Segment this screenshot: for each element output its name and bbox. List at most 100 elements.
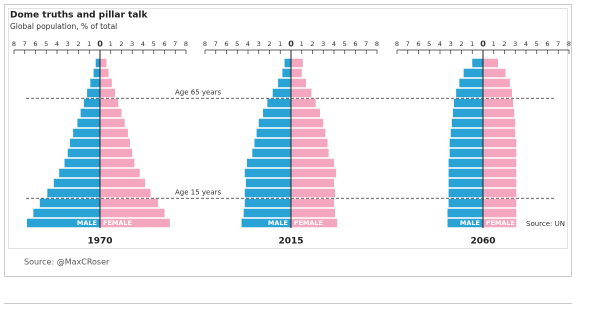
x-tick-label: 6 — [162, 40, 166, 48]
footer-source: Source: @MaxCRoser — [24, 258, 110, 267]
x-tick-label: 1 — [278, 40, 282, 48]
bar — [53, 178, 100, 188]
x-tick-label: 2 — [76, 40, 80, 48]
x-tick-label: 2 — [119, 40, 123, 48]
x-tick-label: 7 — [364, 40, 368, 48]
bar — [483, 98, 514, 108]
bar — [241, 218, 291, 228]
bar — [39, 198, 100, 208]
bar — [483, 58, 499, 68]
bar — [483, 198, 517, 208]
bar — [244, 198, 291, 208]
x-tick-label: 1 — [109, 40, 113, 48]
x-tick-label: 1 — [300, 40, 304, 48]
year-label: 2015 — [278, 237, 303, 247]
bar — [291, 168, 337, 178]
bar — [80, 108, 100, 118]
bar — [291, 88, 312, 98]
bar — [64, 158, 100, 168]
x-tick-label: 2 — [310, 40, 314, 48]
bar — [449, 138, 483, 148]
annotation: Age 65 years — [175, 88, 222, 96]
bar — [272, 88, 291, 98]
bar — [291, 178, 334, 188]
chart-title: Dome truths and pillar talk — [10, 11, 148, 21]
x-tick-label: 5 — [427, 40, 431, 48]
legend-entry: FEMALE — [294, 219, 323, 227]
bar — [291, 108, 321, 118]
bar — [246, 158, 291, 168]
bar — [100, 68, 109, 78]
bar — [100, 128, 128, 138]
annotation: Age 15 years — [175, 188, 222, 196]
x-tick-label: 3 — [513, 40, 517, 48]
x-tick-label: 3 — [321, 40, 325, 48]
x-tick-label: 6 — [224, 40, 228, 48]
x-tick-label: 3 — [130, 40, 134, 48]
x-tick-label: 0 — [480, 40, 486, 49]
x-tick-label: 7 — [406, 40, 410, 48]
bar — [100, 178, 146, 188]
x-tick-label: 8 — [567, 40, 571, 48]
bar — [448, 168, 483, 178]
bar — [93, 68, 100, 78]
bar — [291, 198, 334, 208]
bar — [459, 78, 483, 88]
x-tick-label: 6 — [353, 40, 357, 48]
x-tick-label: 5 — [152, 40, 156, 48]
year-label: 1970 — [87, 237, 112, 247]
bar — [256, 128, 291, 138]
bar — [448, 178, 483, 188]
x-tick-label: 8 — [184, 40, 188, 48]
bar — [291, 78, 307, 88]
bar — [244, 188, 291, 198]
bar — [100, 108, 122, 118]
x-tick-label: 8 — [12, 40, 16, 48]
x-tick-label: 7 — [556, 40, 560, 48]
x-tick-label: 2 — [267, 40, 271, 48]
legend-entry: MALE — [268, 219, 288, 227]
bar — [59, 168, 100, 178]
bar — [448, 158, 483, 168]
year-label: 2060 — [470, 237, 495, 247]
bar — [100, 158, 135, 168]
bar — [483, 78, 510, 88]
bar — [100, 98, 119, 108]
bar — [291, 208, 336, 218]
bar — [100, 168, 140, 178]
bar — [483, 208, 517, 218]
bar — [100, 88, 116, 98]
bar — [447, 218, 483, 228]
bar — [291, 148, 329, 158]
bar — [483, 178, 517, 188]
bar — [67, 148, 100, 158]
x-tick-label: 0 — [97, 40, 103, 49]
bar — [291, 128, 326, 138]
bar — [95, 58, 100, 68]
bar — [100, 148, 133, 158]
x-tick-label: 7 — [173, 40, 177, 48]
bar — [33, 208, 100, 218]
x-tick-label: 2 — [459, 40, 463, 48]
legend-entry: MALE — [77, 219, 97, 227]
x-tick-label: 8 — [375, 40, 379, 48]
bar — [483, 88, 513, 98]
bar — [447, 208, 483, 218]
x-tick-label: 3 — [449, 40, 453, 48]
legend-entry: FEMALE — [486, 219, 515, 227]
bar — [291, 68, 302, 78]
bar — [282, 68, 291, 78]
x-tick-label: 8 — [395, 40, 399, 48]
bar — [483, 218, 517, 228]
bar — [449, 148, 483, 158]
bar — [483, 108, 515, 118]
bar — [448, 188, 483, 198]
bar — [483, 68, 506, 78]
bar — [472, 58, 483, 68]
bar — [100, 188, 151, 198]
bar — [450, 128, 483, 138]
bar — [69, 138, 100, 148]
bar — [245, 178, 291, 188]
legend-entry: MALE — [460, 219, 480, 227]
